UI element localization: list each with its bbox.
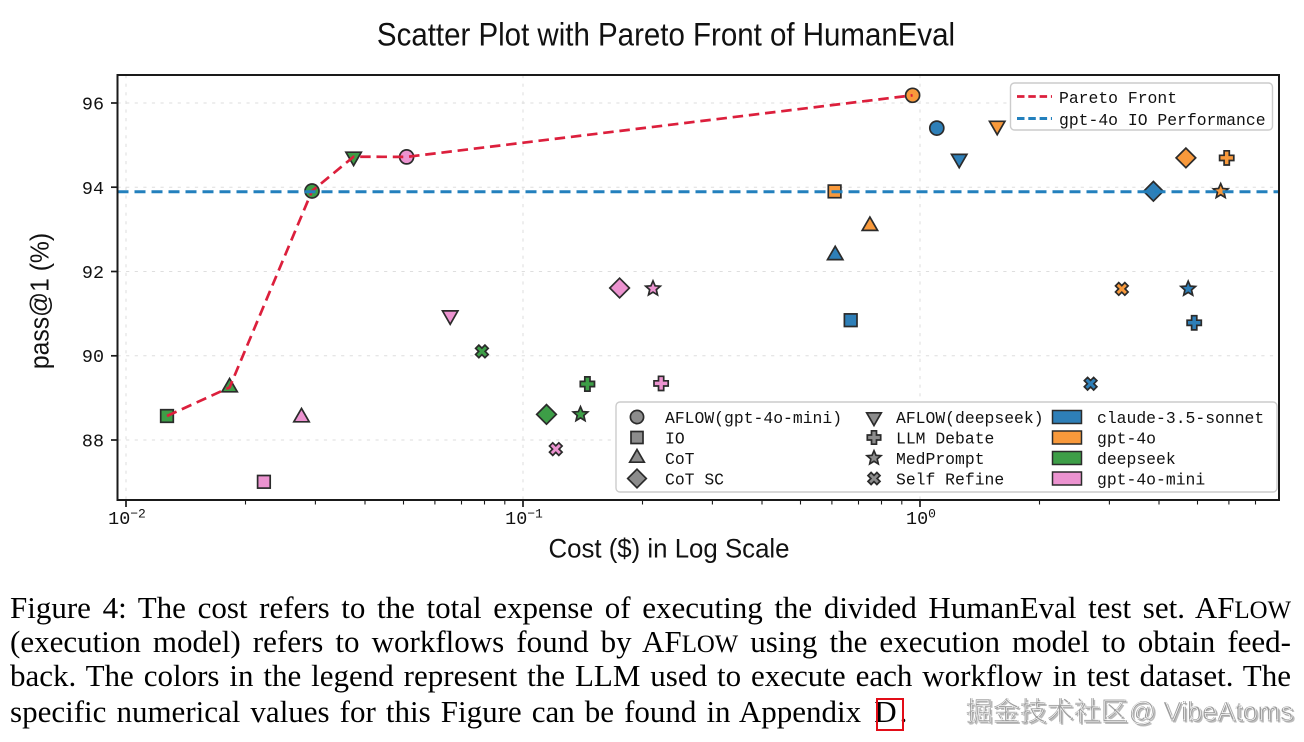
svg-text:@ VibeAtoms: @ VibeAtoms (1129, 697, 1294, 727)
svg-text:Pareto Front: Pareto Front (1059, 89, 1177, 108)
svg-text:94: 94 (82, 179, 104, 200)
svg-text:90: 90 (82, 347, 104, 368)
svg-text:@ VibeAtoms: @ VibeAtoms (1131, 699, 1296, 729)
svg-text:CoT SC: CoT SC (665, 471, 724, 490)
svg-text:88: 88 (82, 432, 104, 453)
svg-text:deepseek: deepseek (1097, 450, 1176, 469)
svg-text:IO: IO (665, 430, 685, 449)
svg-text:claude-3.5-sonnet: claude-3.5-sonnet (1097, 409, 1264, 428)
svg-text:Scatter Plot with Pareto Front: Scatter Plot with Pareto Front of HumanE… (377, 16, 955, 53)
svg-text:AFLOW(gpt-4o-mini): AFLOW(gpt-4o-mini) (665, 409, 842, 428)
svg-text:CoT: CoT (665, 450, 695, 469)
svg-text:92: 92 (82, 263, 104, 284)
svg-text:gpt-4o IO Performance: gpt-4o IO Performance (1059, 111, 1266, 130)
svg-text:10−2: 10−2 (108, 507, 146, 531)
svg-text:LLM Debate: LLM Debate (896, 430, 994, 449)
svg-text:10−1: 10−1 (505, 507, 543, 531)
svg-text:AFLOW(deepseek): AFLOW(deepseek) (896, 409, 1044, 428)
svg-text:gpt-4o-mini: gpt-4o-mini (1097, 471, 1205, 490)
svg-text:MedPrompt: MedPrompt (896, 450, 985, 469)
svg-text:Self Refine: Self Refine (896, 471, 1004, 490)
svg-text:Cost ($) in Log Scale: Cost ($) in Log Scale (548, 533, 789, 564)
svg-text:gpt-4o: gpt-4o (1097, 430, 1156, 449)
svg-text:pass@1 (%): pass@1 (%) (26, 233, 55, 369)
svg-text:96: 96 (82, 95, 104, 116)
svg-text:@ VibeAtoms: @ VibeAtoms (1128, 696, 1293, 726)
svg-text:100: 100 (906, 507, 936, 531)
